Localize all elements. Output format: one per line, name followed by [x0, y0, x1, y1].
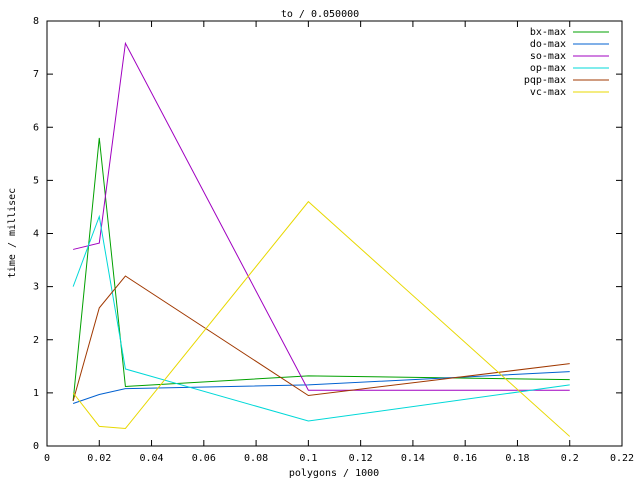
legend-label: bx-max	[530, 27, 566, 38]
x-tick-label: 0.02	[87, 453, 111, 464]
y-tick-label: 8	[33, 16, 39, 27]
y-tick-label: 0	[33, 441, 39, 452]
x-tick-label: 0.14	[401, 453, 425, 464]
legend-label: vc-max	[530, 87, 566, 98]
y-tick-label: 5	[33, 175, 39, 186]
y-tick-label: 1	[33, 388, 39, 399]
x-tick-label: 0.22	[610, 453, 634, 464]
x-tick-label: 0.12	[349, 453, 373, 464]
y-tick-label: 7	[33, 69, 39, 80]
x-tick-label: 0.06	[192, 453, 216, 464]
series-line	[72, 200, 571, 437]
x-tick-label: 0.2	[561, 453, 579, 464]
y-tick-label: 4	[33, 229, 39, 240]
legend-label: do-max	[530, 39, 566, 50]
x-tick-label: 0.16	[453, 453, 477, 464]
legend-label: pqp-max	[524, 75, 566, 86]
series-line	[72, 275, 570, 401]
series-line	[72, 137, 570, 401]
series-line	[72, 371, 570, 404]
legend-label: so-max	[530, 51, 566, 62]
x-axis-label: polygons / 1000	[289, 468, 379, 479]
y-tick-label: 6	[33, 122, 39, 133]
series-line	[73, 41, 570, 391]
x-tick-label: 0.18	[505, 453, 529, 464]
legend-label: op-max	[530, 63, 566, 74]
x-tick-label: 0	[44, 453, 50, 464]
series-line	[72, 214, 570, 422]
y-tick-label: 3	[33, 282, 39, 293]
y-tick-label: 2	[33, 335, 39, 346]
y-axis-label: time / millisec	[7, 188, 18, 278]
x-tick-label: 0.08	[244, 453, 268, 464]
x-tick-label: 0.1	[299, 453, 317, 464]
chart-title: to / 0.050000	[281, 9, 359, 20]
x-tick-label: 0.04	[139, 453, 163, 464]
